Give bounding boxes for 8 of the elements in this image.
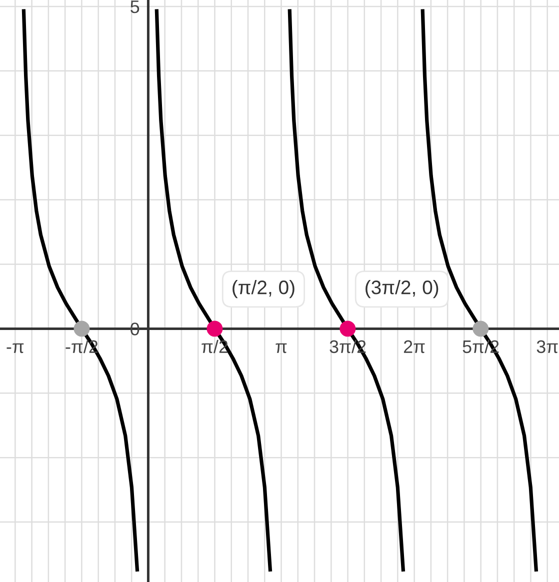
annotation: (3π/2, 0) [366,280,438,298]
annotation: (π/2, 0) [232,280,294,298]
x-tick-label: π [276,343,287,354]
x-tick-label: 3π [536,340,558,354]
x-tick-label: 2π [404,340,425,354]
x-tick-label: -π [6,343,24,354]
y-tick-label: 5 [130,0,140,14]
line-series [154,9,272,572]
